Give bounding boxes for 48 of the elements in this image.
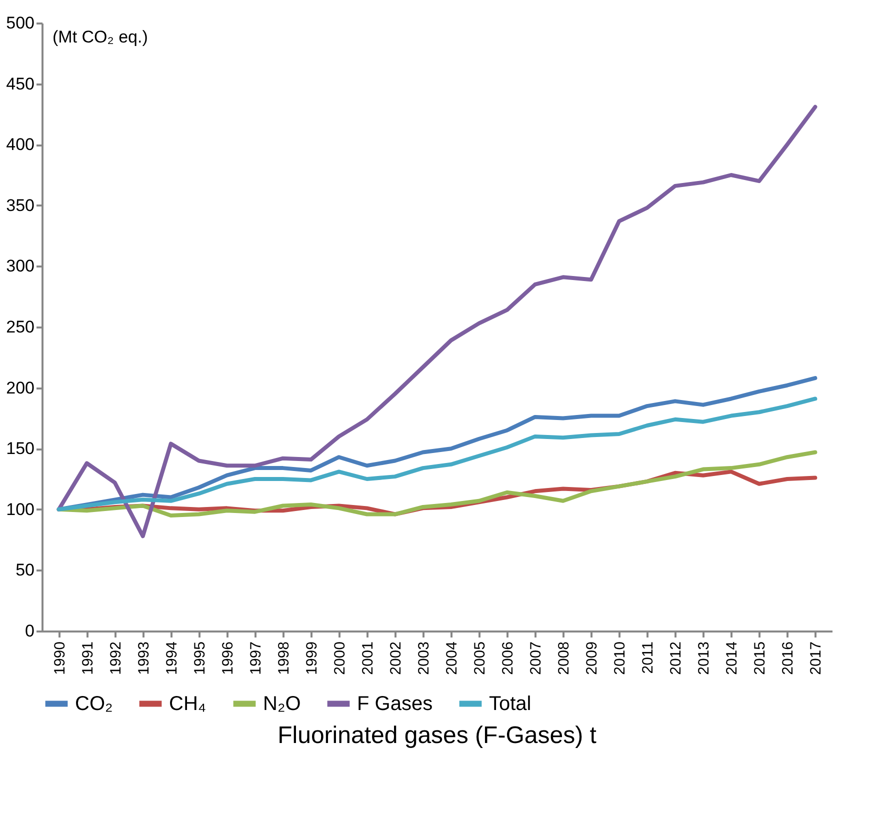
legend-label: Total [489,692,532,715]
x-tick-label: 1991 [79,642,96,675]
x-tick-label: 2012 [668,642,685,675]
x-tick-label: 1998 [275,642,292,675]
x-tick-label: 2004 [444,642,461,675]
y-tick-label: 500 [6,14,34,32]
line-series [56,104,818,538]
y-tick-label: 450 [6,74,34,94]
legend-label: N₂O [263,692,301,715]
y-tick-label: 200 [6,378,34,398]
y-tick-label: 150 [6,439,34,458]
y-tick-label: 100 [6,500,34,519]
y-tick-label: 0 [25,622,34,640]
x-tick-label: 2002 [387,642,404,675]
x-tick-label: 1992 [107,642,124,675]
x-tick-label: 2009 [584,642,601,675]
x-tick-label: 2006 [500,642,517,675]
x-tick-label: 2017 [808,642,825,675]
y-axis-title: (Mt CO₂ eq.) [52,28,148,46]
x-tick-label: 2014 [724,642,741,675]
x-tick-label: 2003 [415,642,432,675]
x-tick-label: 1994 [163,642,180,675]
x-tick-label: 2010 [612,642,629,675]
x-tick-label: 1999 [303,642,320,675]
x-tick-label: 1990 [51,642,68,675]
y-tick-label: 50 [16,560,34,580]
x-tick-label: 1997 [247,642,264,675]
text: Fluorinated gases (F-Gases) t [278,722,597,749]
x-tick-label: 2005 [472,642,489,675]
x-tick-label: 2013 [696,642,713,675]
y-tick-label: 250 [6,318,34,336]
x-tick-label: 1995 [191,642,208,675]
legend-label: CH₄ [169,692,206,715]
x-tick-label: 2000 [331,642,348,675]
x-tick-label: 2008 [556,642,573,675]
x-tick-label: 2001 [359,642,376,675]
y-tick-label: 350 [6,196,34,215]
y-tick-label: 300 [6,256,34,276]
x-tick-label: 1996 [219,642,236,675]
y-tick-label: 400 [6,135,34,154]
legend-label: CO₂ [75,692,113,715]
legend-label: F Gases [357,692,433,715]
line-series [56,396,818,512]
x-tick-label: 1993 [135,642,152,675]
x-tick-label: 2007 [528,642,545,675]
x-tick-label: 2016 [780,642,797,675]
x-tick-label: 2011 [640,642,657,674]
x-tick-label: 2015 [752,642,769,675]
